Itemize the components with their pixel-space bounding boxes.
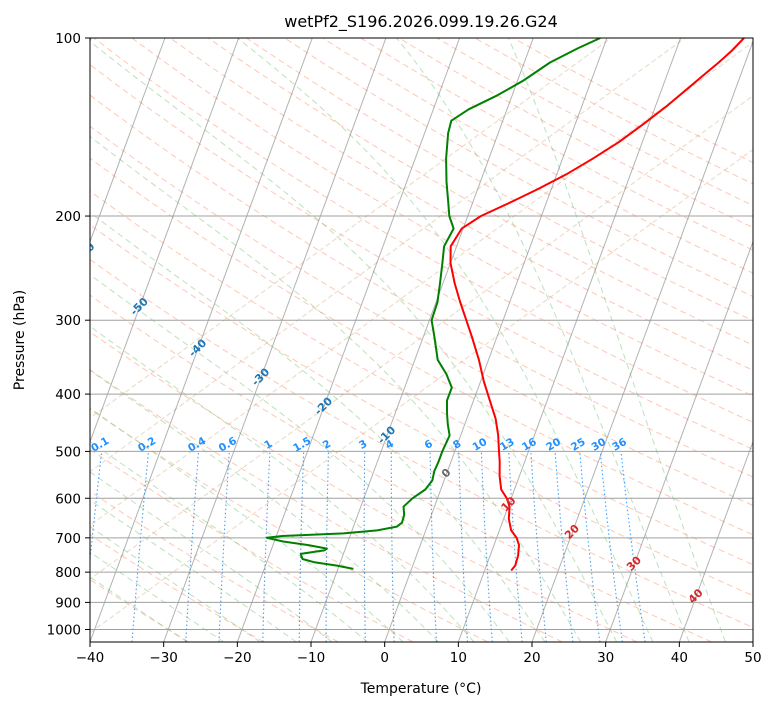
chart-title: wetPf2_S196.2026.099.19.26.G24 (284, 12, 558, 32)
dry-adiabat (90, 64, 753, 450)
y-tick-label: 800 (55, 565, 81, 581)
isotherm (90, 38, 313, 642)
x-tick-label: −40 (76, 650, 105, 666)
moist-adiabat (90, 576, 188, 642)
mixing-ratio-line (620, 451, 646, 642)
dry-adiabat (207, 38, 753, 346)
y-tick-label: 300 (55, 313, 81, 329)
aux-curve (90, 38, 686, 473)
moist-adiabat (90, 525, 261, 642)
aux-curve (90, 95, 753, 580)
dry-adiabat (90, 294, 712, 642)
moist-adiabat (90, 40, 618, 642)
mixing-ratio-line (599, 451, 623, 642)
y-tick-label: 200 (55, 209, 81, 225)
x-tick-label: 10 (450, 650, 467, 666)
x-tick-label: 20 (523, 650, 540, 666)
moist-adiabat (90, 274, 510, 642)
mixing-ratio-line (554, 451, 574, 642)
dry-adiabat (90, 224, 753, 597)
dry-adiabat (90, 490, 339, 642)
isotherm (90, 38, 240, 444)
x-tick-label: 40 (671, 650, 688, 666)
x-tick-label: −10 (297, 650, 326, 666)
aux-curve (90, 38, 612, 419)
y-axis-label: Pressure (hPa) (12, 290, 28, 390)
x-tick-label: −30 (149, 650, 178, 666)
isotherm (678, 440, 753, 642)
moist-adiabat (90, 407, 404, 642)
moist-adiabat (90, 551, 225, 642)
y-tick-label: 900 (55, 595, 81, 611)
dry-adiabat (90, 190, 753, 566)
y-tick-label: 500 (55, 444, 81, 460)
series-temperature (449, 38, 745, 572)
profile-lines (265, 38, 745, 572)
x-tick-label: −20 (223, 650, 252, 666)
dry-adiabat (131, 38, 753, 397)
y-tick-label: 700 (55, 531, 81, 547)
moist-adiabat (90, 440, 369, 642)
axes-frame (89, 37, 754, 643)
series-dewpoint (265, 38, 601, 570)
moist-adiabat (396, 38, 690, 642)
moist-adiabat (90, 499, 297, 642)
dry-adiabat (90, 125, 753, 507)
isotherm (457, 38, 682, 642)
isotherm (310, 38, 534, 642)
moist-adiabat (236, 38, 654, 642)
x-tick-label: 50 (744, 650, 761, 666)
x-tick-label: 30 (597, 650, 614, 666)
moist-adiabat (90, 135, 582, 642)
dry-adiabat (90, 258, 753, 629)
y-tick-label: 100 (55, 31, 81, 47)
moist-adiabat (508, 38, 727, 642)
isotherm (90, 38, 166, 244)
x-axis-label: Temperature (°C) (360, 681, 482, 697)
dry-adiabat (90, 157, 753, 536)
background-lines (90, 38, 753, 642)
mixing-ratio-line (579, 451, 601, 642)
dry-adiabat (90, 534, 264, 642)
isotherm (236, 38, 461, 642)
aux-curve (90, 148, 753, 634)
y-tick-label: 400 (55, 387, 81, 403)
isotherm (605, 240, 753, 642)
moist-adiabat (90, 471, 333, 642)
isotherm (163, 38, 387, 642)
x-tick-label: 0 (380, 650, 389, 666)
dry-adiabat (90, 408, 488, 642)
dry-adiabat (90, 369, 563, 642)
dry-adiabat (246, 38, 753, 322)
moist-adiabat (90, 325, 475, 642)
isotherm (531, 40, 753, 642)
y-tick-label: 600 (55, 491, 81, 507)
dry-adiabat (93, 38, 753, 423)
axis-ticks: −40 −30 −20 −10 0 10 20 30 40 50 100 200 300 400 500 60… (47, 31, 762, 666)
isotherm (384, 38, 608, 642)
mixing-ratio-line (90, 451, 103, 565)
aux-curve (90, 41, 753, 527)
y-tick-label: 1000 (47, 622, 81, 638)
isotherm-label: -60 (74, 240, 97, 263)
